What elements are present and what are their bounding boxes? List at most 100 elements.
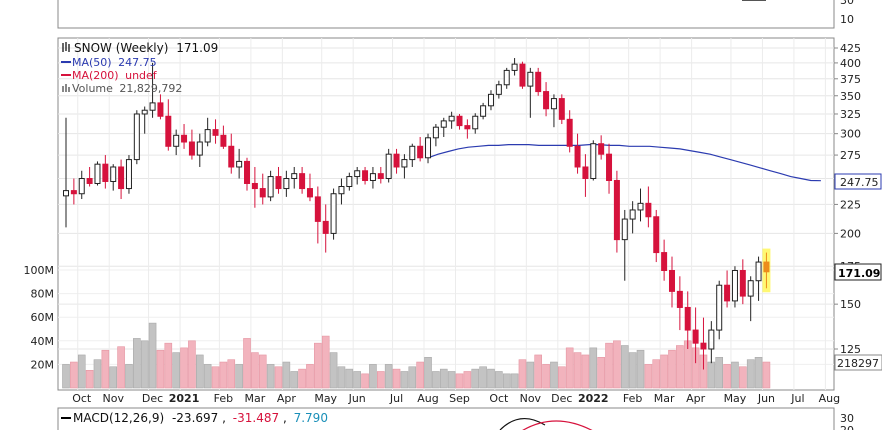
price-tick-label: 150 xyxy=(840,298,861,311)
volume-bar xyxy=(172,352,180,389)
candle-body xyxy=(346,176,353,188)
candle-body xyxy=(314,196,321,222)
volume-bar xyxy=(384,364,393,389)
macd-signal-value: -31.487 xyxy=(233,411,279,425)
volume-bar xyxy=(345,368,354,389)
volume-bar xyxy=(455,373,464,389)
volume-bar xyxy=(432,371,440,389)
volume-bar xyxy=(463,371,472,389)
volume-bar xyxy=(258,354,267,389)
x-tick-label: Mar xyxy=(244,392,265,405)
volume-bar xyxy=(542,364,550,389)
volume-badge: 218297 xyxy=(834,354,882,371)
candle-body xyxy=(708,329,715,350)
volume-bar xyxy=(589,347,598,389)
candle-body xyxy=(487,93,494,107)
macd-histogram-value: 7.790 xyxy=(294,411,328,425)
candle-body xyxy=(236,160,243,168)
volume-bar xyxy=(754,357,763,389)
candle-body xyxy=(629,209,636,220)
volume-badge-text: 218297 xyxy=(837,357,879,370)
candle-body xyxy=(330,193,337,234)
candle-body xyxy=(566,118,573,147)
legend-volume-value: 21,829,792 xyxy=(119,82,182,95)
x-tick-label: 2022 xyxy=(578,392,609,405)
candle-body xyxy=(543,91,550,110)
candle-body xyxy=(731,269,738,302)
volume-bar xyxy=(605,342,613,389)
volume-bar xyxy=(369,364,377,389)
legend-symbol: SNOW (Weekly) 171.09 xyxy=(74,41,218,55)
volume-bar xyxy=(85,369,94,389)
volume-bar xyxy=(376,371,385,389)
volume-bar xyxy=(251,352,259,389)
x-tick-label: Jun xyxy=(757,392,775,405)
candle-body xyxy=(716,284,723,331)
volume-bar xyxy=(502,373,511,389)
volume-bar xyxy=(534,354,543,389)
candle-body xyxy=(472,115,479,130)
last-candle-highlight xyxy=(762,248,771,293)
candle-body xyxy=(503,69,510,86)
volume-bar xyxy=(266,364,275,389)
volume-bar xyxy=(117,346,125,389)
price-tick-label: 200 xyxy=(840,227,861,240)
candle-body xyxy=(267,176,274,198)
candle-body xyxy=(393,153,400,168)
volume-bar xyxy=(243,338,251,389)
volume-bar xyxy=(676,345,684,389)
macd-tick-label: 30 xyxy=(840,412,854,425)
volume-bar xyxy=(558,366,566,389)
price-tick-label: 400 xyxy=(840,57,861,70)
price-badge-text: 171.09 xyxy=(838,267,880,280)
macd-value: -23.697 xyxy=(172,411,218,425)
candle-body xyxy=(668,269,675,292)
candle-body xyxy=(582,166,589,180)
volume-bar xyxy=(550,361,558,389)
x-tick-label: Feb xyxy=(623,392,642,405)
volume-bar xyxy=(329,352,338,389)
volume-bar xyxy=(668,349,676,389)
top-panel-tick-label: 30 xyxy=(840,0,854,7)
x-tick-label: 2021 xyxy=(169,392,200,405)
legend-ma50: MA(50) 247.75 xyxy=(72,56,157,69)
price-tick-label: 300 xyxy=(840,128,861,141)
candle-body xyxy=(645,202,652,218)
candle-body xyxy=(432,126,439,139)
candle-body xyxy=(535,71,542,93)
volume-bar xyxy=(219,361,228,389)
volume-bar xyxy=(109,366,118,389)
candle-body xyxy=(676,290,683,308)
volume-bar xyxy=(306,364,314,389)
volume-bar xyxy=(495,371,503,389)
volume-bar xyxy=(195,354,204,389)
macd-separator: , xyxy=(283,411,287,425)
candle-body xyxy=(417,145,424,159)
legend-volume-label: Volume xyxy=(72,82,113,95)
x-tick-label: Dec xyxy=(551,392,572,405)
legend-ma200-value: undef xyxy=(125,69,158,82)
x-tick-label: Feb xyxy=(214,392,233,405)
volume-bar xyxy=(487,368,495,389)
volume-bar xyxy=(156,349,165,389)
volume-bar xyxy=(746,359,755,389)
volume-bar xyxy=(148,322,157,389)
x-tick-label: Apr xyxy=(277,392,297,405)
x-tick-label: May xyxy=(314,392,337,405)
x-tick-label: Dec xyxy=(142,392,163,405)
volume-bar xyxy=(762,361,771,389)
legend-symbol-label: SNOW (Weekly) xyxy=(74,41,168,55)
price-tick-label: 350 xyxy=(840,90,861,103)
legend-ma50-label: MA(50) xyxy=(72,56,112,69)
volume-bar xyxy=(439,368,448,389)
candle-body xyxy=(613,179,620,241)
legend-ma200-label: MA(200) xyxy=(72,69,119,82)
x-tick-label: Oct xyxy=(489,392,509,405)
price-tick-label: 425 xyxy=(840,42,861,55)
volume-bar xyxy=(337,366,346,389)
candle-body xyxy=(653,216,660,254)
candle-body xyxy=(464,125,471,130)
volume-bar xyxy=(188,340,196,389)
candle-body xyxy=(495,84,502,95)
candle-body xyxy=(724,284,731,302)
